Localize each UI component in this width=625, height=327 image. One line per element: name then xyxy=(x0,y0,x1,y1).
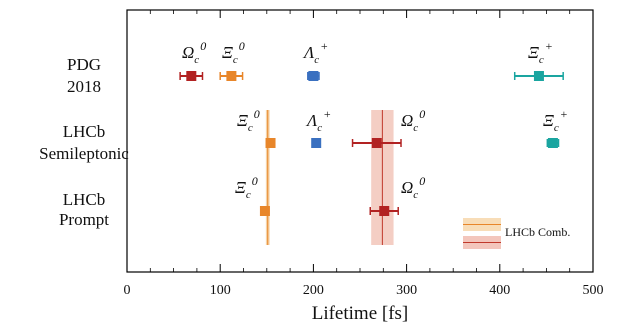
combined-bands xyxy=(265,110,394,245)
particle-label-8: Ξc0 xyxy=(235,174,258,201)
legend-label: LHCb Comb. xyxy=(505,225,570,239)
x-axis-title: Lifetime [fs] xyxy=(312,303,409,324)
particle-label-5: Λc+ xyxy=(305,107,331,134)
particle-labels: Ωc0 Ξc0 Λc+ Ξc+ Ξc0 Λc+ Ωc0 Ξc+ Ξc0 Ωc0 xyxy=(182,39,568,201)
row-label-0-1: 2018 xyxy=(67,77,101,96)
row-label-2-0: LHCb xyxy=(63,190,106,209)
data-point-0 xyxy=(186,71,197,81)
row-label-2-1: Prompt xyxy=(59,210,109,229)
data-point-7 xyxy=(547,138,558,148)
data-point-5 xyxy=(311,138,322,148)
particle-label-9: Ωc0 xyxy=(401,174,425,201)
particle-label-1: Ξc0 xyxy=(222,39,245,66)
particle-label-7: Ξc+ xyxy=(543,107,568,134)
x-tick-label-3: 300 xyxy=(396,283,417,298)
legend: LHCb Comb. xyxy=(463,218,570,249)
row-label-1-1: Semileptonic xyxy=(39,144,129,163)
particle-label-0: Ωc0 xyxy=(182,39,206,66)
data-points xyxy=(179,71,564,216)
data-point-4 xyxy=(265,138,276,148)
x-tick-label-0: 0 xyxy=(124,283,131,298)
x-tick-label-2: 200 xyxy=(303,283,324,298)
particle-label-2: Λc+ xyxy=(302,39,328,66)
data-point-8 xyxy=(259,206,270,216)
x-tick-label-4: 400 xyxy=(489,283,510,298)
x-tick-label-1: 100 xyxy=(210,283,231,298)
data-point-9 xyxy=(379,206,390,216)
data-point-3 xyxy=(533,71,544,81)
data-point-6 xyxy=(371,138,382,148)
particle-label-6: Ωc0 xyxy=(401,107,425,134)
x-axis-ticks: 0 100 200 300 400 500 xyxy=(124,10,604,298)
particle-label-4: Ξc0 xyxy=(237,107,260,134)
row-label-0-0: PDG xyxy=(67,55,101,74)
data-point-2 xyxy=(308,71,319,81)
particle-label-3: Ξc+ xyxy=(528,39,553,66)
data-point-1 xyxy=(226,71,237,81)
row-label-1-0: LHCb xyxy=(63,122,106,141)
x-tick-label-5: 500 xyxy=(583,283,604,298)
